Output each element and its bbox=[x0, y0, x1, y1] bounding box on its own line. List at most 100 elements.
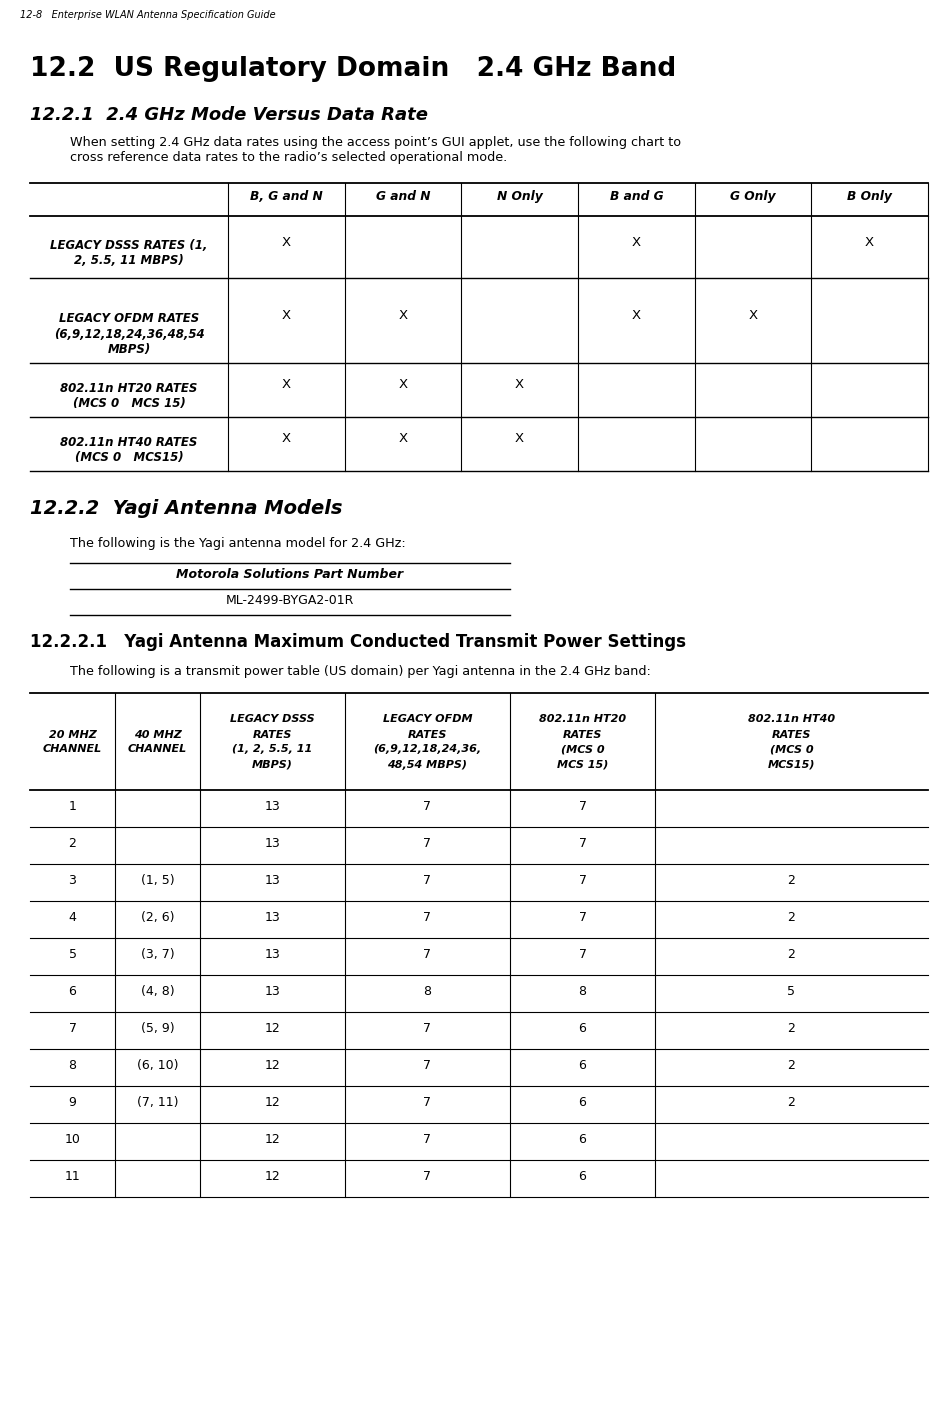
Text: 802.11n HT20 RATES
(MCS 0   MCS 15): 802.11n HT20 RATES (MCS 0 MCS 15) bbox=[60, 382, 197, 411]
Text: 6: 6 bbox=[579, 1022, 586, 1034]
Text: (3, 7): (3, 7) bbox=[141, 948, 175, 961]
Text: X: X bbox=[281, 236, 291, 249]
Text: RATES: RATES bbox=[253, 729, 293, 739]
Text: G Only: G Only bbox=[731, 190, 776, 203]
Text: 7: 7 bbox=[579, 874, 586, 887]
Text: 7: 7 bbox=[579, 837, 586, 850]
Text: X: X bbox=[515, 432, 524, 446]
Text: 2: 2 bbox=[787, 1059, 796, 1071]
Text: 7: 7 bbox=[424, 837, 431, 850]
Text: 6: 6 bbox=[579, 1096, 586, 1108]
Text: 12.2  US Regulatory Domain   2.4 GHz Band: 12.2 US Regulatory Domain 2.4 GHz Band bbox=[30, 55, 676, 82]
Text: X: X bbox=[398, 378, 408, 392]
Text: When setting 2.4 GHz data rates using the access point’s GUI applet, use the fol: When setting 2.4 GHz data rates using th… bbox=[70, 136, 682, 163]
Text: (1, 5): (1, 5) bbox=[141, 874, 175, 887]
Text: MCS 15): MCS 15) bbox=[557, 759, 608, 770]
Text: (6, 10): (6, 10) bbox=[137, 1059, 178, 1071]
Text: Motorola Solutions Part Number: Motorola Solutions Part Number bbox=[177, 568, 404, 581]
Text: LEGACY OFDM RATES
(6,9,12,18,24,36,48,54
MBPS): LEGACY OFDM RATES (6,9,12,18,24,36,48,54… bbox=[54, 313, 204, 355]
Text: (1, 2, 5.5, 11: (1, 2, 5.5, 11 bbox=[232, 745, 312, 755]
Text: B Only: B Only bbox=[847, 190, 892, 203]
Text: CHANNEL: CHANNEL bbox=[42, 745, 102, 755]
Text: 13: 13 bbox=[264, 911, 280, 924]
Text: RATES: RATES bbox=[563, 729, 602, 739]
Text: 2: 2 bbox=[787, 874, 796, 887]
Text: B, G and N: B, G and N bbox=[250, 190, 323, 203]
Text: 8: 8 bbox=[579, 985, 586, 998]
Text: (2, 6): (2, 6) bbox=[141, 911, 175, 924]
Text: LEGACY DSSS RATES (1,
2, 5.5, 11 MBPS): LEGACY DSSS RATES (1, 2, 5.5, 11 MBPS) bbox=[50, 239, 208, 267]
Text: 12.2.2.1   Yagi Antenna Maximum Conducted Transmit Power Settings: 12.2.2.1 Yagi Antenna Maximum Conducted … bbox=[30, 632, 686, 651]
Text: RATES: RATES bbox=[772, 729, 811, 739]
Text: 1: 1 bbox=[69, 800, 76, 813]
Text: 20 MHZ: 20 MHZ bbox=[48, 729, 96, 739]
Text: X: X bbox=[865, 236, 874, 249]
Text: 7: 7 bbox=[424, 1133, 431, 1145]
Text: 12: 12 bbox=[264, 1022, 280, 1034]
Text: (5, 9): (5, 9) bbox=[141, 1022, 175, 1034]
Text: LEGACY DSSS: LEGACY DSSS bbox=[230, 715, 314, 725]
Text: 8: 8 bbox=[424, 985, 431, 998]
Text: X: X bbox=[281, 378, 291, 392]
Text: 7: 7 bbox=[424, 1096, 431, 1108]
Text: B and G: B and G bbox=[610, 190, 663, 203]
Text: 48,54 MBPS): 48,54 MBPS) bbox=[387, 759, 467, 770]
Text: 7: 7 bbox=[424, 800, 431, 813]
Text: X: X bbox=[749, 308, 758, 323]
Text: 12.2.2  Yagi Antenna Models: 12.2.2 Yagi Antenna Models bbox=[30, 499, 343, 519]
Text: G and N: G and N bbox=[376, 190, 430, 203]
Text: RATES: RATES bbox=[408, 729, 447, 739]
Text: 40 MHZ: 40 MHZ bbox=[133, 729, 181, 739]
Text: 7: 7 bbox=[579, 911, 586, 924]
Text: 2: 2 bbox=[787, 911, 796, 924]
Text: 7: 7 bbox=[424, 874, 431, 887]
Text: 12: 12 bbox=[264, 1059, 280, 1071]
Text: 802.11n HT40: 802.11n HT40 bbox=[748, 715, 835, 725]
Text: 802.11n HT20: 802.11n HT20 bbox=[539, 715, 626, 725]
Text: X: X bbox=[281, 308, 291, 323]
Text: 8: 8 bbox=[69, 1059, 76, 1071]
Text: 2: 2 bbox=[69, 837, 76, 850]
Text: 7: 7 bbox=[424, 1022, 431, 1034]
Text: 9: 9 bbox=[69, 1096, 76, 1108]
Text: 7: 7 bbox=[69, 1022, 76, 1034]
Text: 11: 11 bbox=[64, 1169, 80, 1184]
Text: X: X bbox=[398, 432, 408, 446]
Text: The following is the Yagi antenna model for 2.4 GHz:: The following is the Yagi antenna model … bbox=[70, 537, 406, 550]
Text: X: X bbox=[632, 308, 641, 323]
Text: 6: 6 bbox=[579, 1169, 586, 1184]
Text: 6: 6 bbox=[579, 1133, 586, 1145]
Text: 7: 7 bbox=[579, 800, 586, 813]
Text: 12: 12 bbox=[264, 1096, 280, 1108]
Text: 12-8   Enterprise WLAN Antenna Specification Guide: 12-8 Enterprise WLAN Antenna Specificati… bbox=[20, 10, 276, 20]
Text: 7: 7 bbox=[424, 911, 431, 924]
Text: (MCS 0: (MCS 0 bbox=[769, 745, 814, 755]
Text: 6: 6 bbox=[579, 1059, 586, 1071]
Text: ML-2499-BYGA2-01R: ML-2499-BYGA2-01R bbox=[226, 594, 354, 607]
Text: 13: 13 bbox=[264, 948, 280, 961]
Text: 2: 2 bbox=[787, 948, 796, 961]
Text: 12: 12 bbox=[264, 1169, 280, 1184]
Text: 10: 10 bbox=[64, 1133, 80, 1145]
Text: (6,9,12,18,24,36,: (6,9,12,18,24,36, bbox=[374, 745, 481, 755]
Text: The following is a transmit power table (US domain) per Yagi antenna in the 2.4 : The following is a transmit power table … bbox=[70, 665, 650, 678]
Text: 13: 13 bbox=[264, 985, 280, 998]
Text: 7: 7 bbox=[424, 948, 431, 961]
Text: 13: 13 bbox=[264, 800, 280, 813]
Text: 12.2.1  2.4 GHz Mode Versus Data Rate: 12.2.1 2.4 GHz Mode Versus Data Rate bbox=[30, 107, 428, 124]
Text: 7: 7 bbox=[424, 1169, 431, 1184]
Text: 3: 3 bbox=[69, 874, 76, 887]
Text: 4: 4 bbox=[69, 911, 76, 924]
Text: 7: 7 bbox=[424, 1059, 431, 1071]
Text: 2: 2 bbox=[787, 1096, 796, 1108]
Text: 7: 7 bbox=[579, 948, 586, 961]
Text: (MCS 0: (MCS 0 bbox=[561, 745, 604, 755]
Text: 13: 13 bbox=[264, 837, 280, 850]
Text: (7, 11): (7, 11) bbox=[137, 1096, 178, 1108]
Text: 12: 12 bbox=[264, 1133, 280, 1145]
Text: 6: 6 bbox=[69, 985, 76, 998]
Text: MBPS): MBPS) bbox=[252, 759, 293, 770]
Text: X: X bbox=[398, 308, 408, 323]
Text: 802.11n HT40 RATES
(MCS 0   MCS15): 802.11n HT40 RATES (MCS 0 MCS15) bbox=[60, 436, 197, 465]
Text: (4, 8): (4, 8) bbox=[141, 985, 175, 998]
